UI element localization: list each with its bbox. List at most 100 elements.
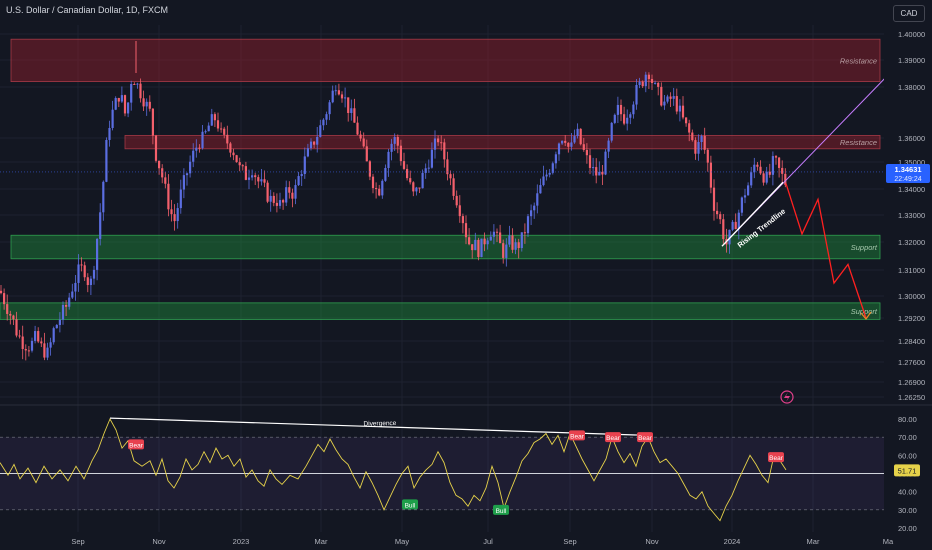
rsi-tick-label: 60.00 [898, 451, 917, 460]
candle-body [722, 219, 725, 240]
candle-body [433, 138, 437, 150]
candle-body [151, 108, 154, 136]
price-tick-label: 1.35000 [898, 158, 925, 167]
candle-body [629, 114, 632, 118]
candle-body [161, 168, 164, 178]
grid-lines [0, 25, 889, 538]
candle-body [133, 83, 136, 85]
candle-body [52, 328, 55, 343]
candle-body [756, 164, 759, 167]
candle-body [449, 174, 452, 179]
candle-body [753, 164, 756, 173]
candle-body [464, 223, 468, 238]
time-tick-label: 2024 [724, 537, 741, 546]
rsi-tick-label: 70.00 [898, 433, 917, 442]
candle-body [189, 161, 192, 174]
candle-body [207, 125, 210, 132]
candle-body [424, 168, 427, 173]
candle-body [24, 349, 27, 351]
price-axis-bg [884, 0, 932, 550]
signal-label: Bull [405, 502, 416, 509]
candle-body [421, 172, 424, 189]
candle-body [505, 244, 508, 258]
candle-body [579, 128, 582, 145]
price-tick-label: 1.30000 [898, 292, 925, 301]
candle-body [344, 97, 347, 99]
candle-body [666, 96, 669, 102]
candle-body [192, 150, 195, 162]
candle-body [477, 239, 480, 258]
candle-body [474, 239, 477, 251]
candle-body [375, 188, 378, 190]
candle-body [139, 83, 142, 99]
candle-body [244, 166, 247, 180]
candle-body [393, 137, 396, 144]
candle-body [635, 85, 638, 105]
candle-body [607, 140, 610, 152]
candle-body [641, 81, 644, 87]
candle-body [409, 178, 412, 183]
bear-signal-badge [128, 439, 144, 450]
price-tick-label: 1.40000 [898, 30, 925, 39]
candle-body [356, 122, 359, 135]
candlestick-series [0, 71, 787, 361]
candle-body [567, 142, 570, 147]
candle-body [337, 90, 340, 95]
candle-body [495, 231, 499, 233]
candle-body [74, 282, 77, 292]
support-zone [0, 302, 881, 320]
candle-body [46, 347, 49, 358]
candle-body [3, 293, 6, 305]
candle-body [703, 135, 706, 150]
price-tick-label: 1.39000 [898, 56, 925, 65]
bear-signal-badge [569, 430, 585, 441]
candle-body [71, 291, 74, 298]
price-tick-label: 1.29200 [898, 314, 925, 323]
candle-body [415, 187, 418, 192]
price-tick-label: 1.32000 [898, 238, 925, 247]
candle-body [55, 324, 58, 329]
candle-body [294, 185, 297, 199]
candle-body [737, 212, 740, 230]
candle-body [223, 128, 226, 135]
candle-body [34, 331, 37, 341]
currency-button[interactable]: CAD [893, 5, 925, 22]
candle-body [719, 214, 722, 220]
candle-body [716, 210, 719, 215]
candle-body [402, 161, 406, 169]
divergence-line [109, 417, 649, 436]
candle-body [185, 173, 189, 176]
candle-body [570, 142, 573, 147]
time-tick-label: Jul [483, 537, 493, 546]
candle-body [92, 269, 96, 279]
candle-body [623, 114, 626, 124]
candle-body [340, 94, 344, 99]
candle-body [672, 96, 675, 99]
time-tick-label: 2023 [233, 537, 250, 546]
candle-body [371, 176, 375, 189]
time-tick-label: Nov [645, 537, 659, 546]
candle-body [260, 179, 263, 182]
lightning-glyph [784, 392, 790, 402]
candle-body [520, 232, 523, 249]
signal-label: Bear [129, 442, 144, 449]
candle-body [18, 335, 21, 337]
candle-body [660, 86, 663, 106]
candle-body [427, 167, 430, 169]
candle-body [83, 265, 86, 278]
candle-body [117, 98, 120, 102]
candle-body [316, 136, 319, 145]
candle-body [561, 140, 564, 144]
candle-body [406, 168, 409, 179]
time-tick-label: Sep [71, 537, 84, 546]
candle-body [154, 135, 158, 161]
candle-body [688, 123, 691, 133]
candle-body [167, 183, 170, 210]
candle-body [700, 135, 703, 142]
candle-body [582, 144, 585, 150]
candle-body [179, 189, 182, 209]
candle-body [269, 195, 272, 202]
candle-body [123, 95, 127, 114]
rsi-tick-label: 20.00 [898, 524, 917, 533]
